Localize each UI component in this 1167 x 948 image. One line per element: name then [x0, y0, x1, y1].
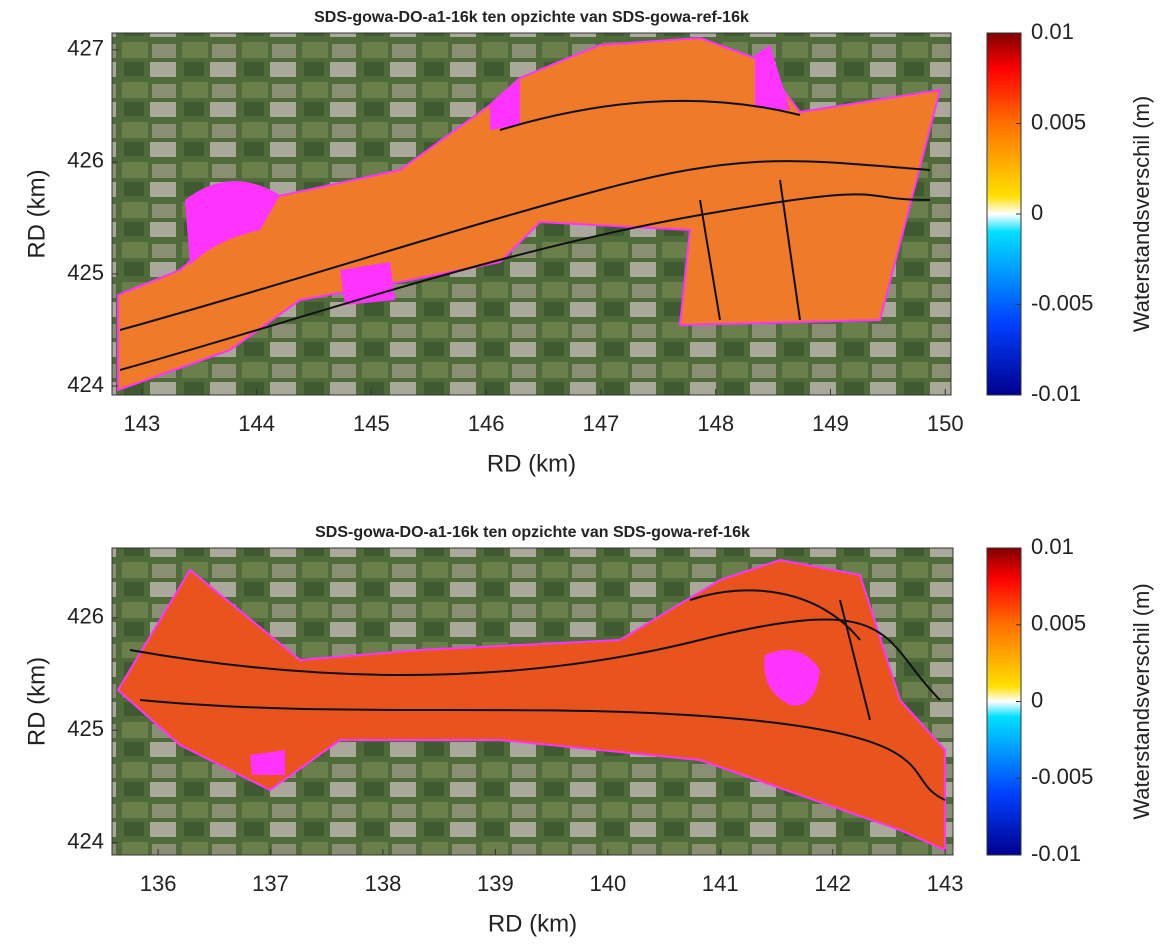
colorbar-label: Waterstandsverschil (m) [1129, 96, 1154, 332]
figure: SDS-gowa-DO-a1-16k ten opzichte van SDS-… [0, 0, 1167, 948]
colorbar [987, 33, 1021, 395]
x-tick-label: 150 [927, 411, 964, 436]
y-tick-label: 424 [67, 828, 104, 853]
colorbar-tick-label: 0.01 [1031, 19, 1074, 44]
y-tick-label: 425 [67, 260, 104, 285]
x-tick-label: 138 [365, 871, 402, 896]
colorbar-tick-label: 0.01 [1031, 534, 1074, 559]
colorbar-label: Waterstandsverschil (m) [1129, 583, 1154, 819]
colorbar-tick-label: -0.01 [1031, 381, 1081, 406]
panel-title: SDS-gowa-DO-a1-16k ten opzichte van SDS-… [314, 9, 749, 26]
map-panel-1 [112, 33, 951, 395]
colorbar-tick-label: -0.01 [1031, 841, 1081, 866]
x-tick-label: 149 [812, 411, 849, 436]
x-tick-label: 136 [140, 871, 177, 896]
colorbar-tick-label: 0 [1031, 687, 1043, 712]
x-tick-label: 142 [814, 871, 851, 896]
y-axis-label: RD (km) [23, 169, 50, 258]
colorbar-tick-label: 0.005 [1031, 109, 1086, 134]
colorbar-tick-label: -0.005 [1031, 764, 1093, 789]
y-tick-label: 424 [67, 372, 104, 397]
map-panel-2 [112, 548, 953, 855]
x-tick-label: 141 [702, 871, 739, 896]
x-tick-label: 140 [589, 871, 626, 896]
x-axis-label: RD (km) [487, 450, 576, 477]
colorbar-tick-label: 0 [1031, 200, 1043, 225]
x-tick-label: 147 [583, 411, 620, 436]
colorbar [987, 548, 1021, 855]
y-tick-label: 427 [67, 36, 104, 61]
x-tick-label: 143 [123, 411, 160, 436]
y-tick-label: 426 [67, 148, 104, 173]
x-tick-label: 146 [468, 411, 505, 436]
x-tick-label: 137 [252, 871, 289, 896]
panel-title: SDS-gowa-DO-a1-16k ten opzichte van SDS-… [315, 524, 750, 541]
x-tick-label: 143 [927, 871, 964, 896]
colorbar-tick-label: 0.005 [1031, 611, 1086, 636]
colorbar-tick-label: -0.005 [1031, 290, 1093, 315]
x-tick-label: 148 [697, 411, 734, 436]
y-axis-label: RD (km) [23, 657, 50, 746]
y-tick-label: 425 [67, 716, 104, 741]
x-tick-label: 144 [238, 411, 275, 436]
y-tick-label: 426 [67, 604, 104, 629]
x-tick-label: 145 [353, 411, 390, 436]
x-tick-label: 139 [477, 871, 514, 896]
x-axis-label: RD (km) [488, 910, 577, 937]
